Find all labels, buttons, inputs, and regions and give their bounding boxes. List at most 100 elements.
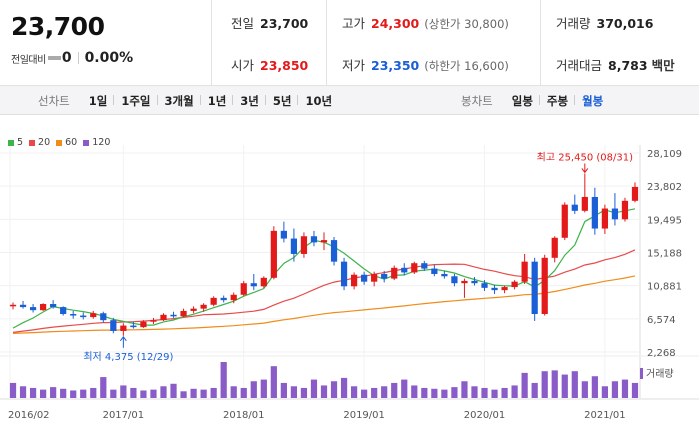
volume-bar — [461, 381, 468, 398]
legend-label: 5 — [17, 137, 24, 148]
volume-bar — [140, 390, 147, 398]
volume-bar — [350, 386, 358, 398]
low-value: 23,350 — [371, 58, 420, 73]
x-tick-label: 2019/01 — [343, 410, 385, 421]
volume-bar — [180, 391, 187, 398]
candle-body — [200, 304, 207, 309]
candle-body — [300, 236, 308, 254]
period-candle_periods-2[interactable]: 월봉 — [574, 93, 610, 109]
volume-bar — [511, 385, 518, 398]
period-line_periods-5[interactable]: 5년 — [264, 93, 299, 109]
volume-bar — [401, 379, 408, 398]
line-chart-periods: 선차트 1일 1주일 3개월 1년 3년 5년 10년 — [38, 86, 339, 115]
period-line_periods-3[interactable]: 1년 — [199, 93, 234, 109]
volume-bar — [541, 371, 548, 398]
volume-bar — [330, 381, 338, 398]
flat-change-icon — [47, 56, 61, 60]
volume-bar — [9, 382, 17, 398]
legend-swatch — [29, 139, 36, 146]
volume-bar — [210, 387, 217, 398]
candle-body — [350, 274, 358, 287]
open-label: 시가 — [231, 58, 255, 73]
upper-limit: (상한가 30,800) — [424, 17, 509, 31]
legend-ma-5: 5 — [8, 137, 23, 148]
volume-bar — [60, 388, 67, 398]
change-row: 전일대비 0 0.00% — [11, 50, 133, 66]
period-candle_periods-0[interactable]: 일봉 — [511, 93, 533, 108]
candle-body — [571, 204, 578, 211]
candle-body — [441, 273, 448, 277]
divider — [77, 52, 79, 64]
prev-close-label: 전일 — [231, 16, 255, 31]
x-tick-label: 2018/01 — [223, 410, 265, 421]
period-line_periods-4[interactable]: 3년 — [232, 93, 266, 109]
period-line_periods-0[interactable]: 1일 — [88, 93, 108, 108]
period-line_periods-2[interactable]: 3개월 — [156, 93, 201, 109]
high-value: 24,300 — [371, 16, 420, 31]
period-line_periods-6[interactable]: 10년 — [297, 93, 339, 109]
candle-body — [501, 287, 508, 291]
volume-bar — [240, 387, 247, 398]
x-tick-label: 2020/01 — [464, 410, 506, 421]
volume-bar — [310, 379, 318, 398]
volume-bar — [571, 371, 578, 398]
candle-body — [591, 196, 598, 229]
volume-value: 370,016 — [596, 16, 654, 31]
candle-body — [621, 200, 629, 220]
candle-body — [90, 313, 97, 318]
min-price-annotation: 최저 4,375 (12/29) — [83, 351, 173, 363]
candle-body — [29, 307, 37, 311]
volume-bar — [441, 389, 448, 398]
candle-body — [340, 261, 348, 287]
candle-body — [160, 314, 167, 321]
volume-bar — [361, 389, 368, 398]
candle-body — [130, 325, 137, 328]
period-line_periods-1[interactable]: 1주일 — [113, 93, 157, 109]
volume-bar — [160, 386, 167, 398]
line-chart-label: 선차트 — [38, 93, 70, 108]
candle-body — [80, 315, 87, 318]
candle-body — [120, 325, 127, 331]
volume-bar — [631, 382, 639, 398]
high-label: 고가 — [342, 16, 366, 31]
volume-bar — [300, 387, 308, 398]
candle-body — [140, 321, 147, 328]
candle-body — [170, 314, 177, 317]
candle-chart-periods: 봉차트 일봉 주봉 월봉 — [461, 86, 610, 115]
volume-bar — [260, 379, 267, 398]
amount-label: 거래대금 — [556, 58, 603, 73]
candle-body — [270, 230, 277, 278]
volume-bar — [561, 374, 568, 398]
period-candle_periods-1[interactable]: 주봉 — [538, 93, 575, 109]
volume-bar — [290, 386, 298, 398]
candle-body — [60, 307, 67, 315]
candle-body — [180, 310, 187, 317]
volume-legend-swatch — [640, 368, 643, 379]
low-label: 저가 — [342, 58, 366, 73]
current-price-box: 23,700 전일대비 0 0.00% — [0, 0, 212, 86]
divider — [540, 0, 541, 86]
candle-body — [371, 273, 378, 282]
volume-bar — [411, 385, 418, 398]
high-price: 고가 24,300 (상한가 30,800) — [342, 13, 509, 32]
prev-close: 전일 23,700 — [231, 13, 308, 32]
legend-label: 20 — [38, 137, 51, 148]
volume-bar — [611, 381, 619, 398]
candle-body — [240, 283, 247, 295]
change-percent: 0.00% — [84, 50, 134, 66]
candle-body — [290, 238, 298, 254]
change-value: 0 — [61, 50, 72, 66]
x-tick-label: 2017/01 — [103, 410, 145, 421]
candle-body — [561, 204, 568, 238]
chart-toolbar: 선차트 1일 1주일 3개월 1년 3년 5년 10년 봉차트 일봉 주봉 월봉 — [0, 86, 699, 115]
y-tick-label: 15,188 — [647, 249, 682, 260]
candle-body — [611, 208, 619, 220]
x-tick-label: 2016/02 — [8, 410, 50, 421]
open-value: 23,850 — [260, 58, 309, 73]
amount-value: 8,783 — [608, 58, 648, 73]
legend-ma-20: 20 — [29, 137, 50, 148]
legend-label: 120 — [92, 137, 111, 148]
volume-bar — [320, 385, 328, 398]
volume-bar — [50, 387, 57, 398]
candle-body — [9, 304, 17, 307]
